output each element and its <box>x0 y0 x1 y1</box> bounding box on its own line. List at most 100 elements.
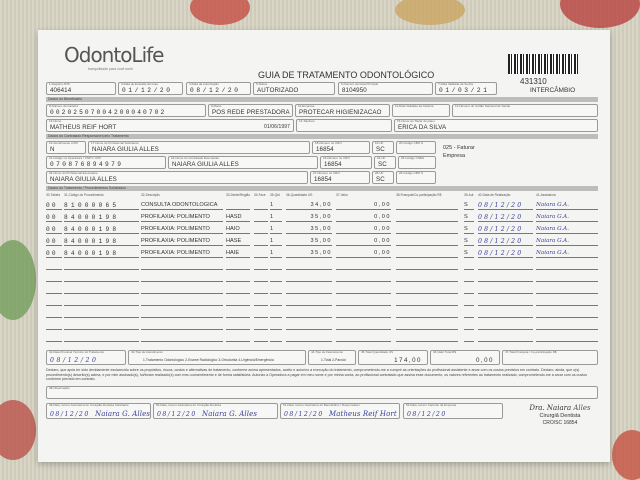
cell-data[interactable]: 08/12/20 <box>478 226 533 234</box>
cell-qtd[interactable] <box>270 322 282 330</box>
cell-assinatura[interactable]: Naiara G.A. <box>536 250 598 258</box>
cell-us[interactable]: 35,00 <box>286 238 332 246</box>
cell-dente[interactable] <box>226 262 250 270</box>
cell-us[interactable] <box>286 298 332 306</box>
cell-dente[interactable] <box>226 322 250 330</box>
cell-data[interactable] <box>478 298 533 306</box>
cell-descricao[interactable]: PROFILAXIA: POLIMENTO <box>141 238 223 246</box>
cell-aut[interactable]: S <box>464 226 474 234</box>
cnes-field[interactable]: 25-Código CNES <box>398 156 436 169</box>
cell-dente[interactable]: HAIE <box>226 250 250 258</box>
cell-data[interactable]: 08/12/20 <box>478 214 533 222</box>
total-us-field[interactable]: 45-Total Quantidade US 174,00 <box>358 350 428 365</box>
cell-franquia[interactable] <box>396 226 458 234</box>
cell-tabela[interactable]: 00 <box>46 250 62 258</box>
cell-us[interactable]: 35,00 <box>286 214 332 222</box>
cell-dente[interactable] <box>226 202 250 210</box>
valor-total-field[interactable]: 46-Valor Total R$ 0,00 <box>430 350 500 365</box>
registro-ans-field[interactable]: 1-Registro ANS 406414 <box>46 82 116 95</box>
empresa-field[interactable]: 10-Empresa PROTECAR HIGIENIZACAO <box>295 104 390 117</box>
cell-descricao[interactable] <box>141 310 223 318</box>
uf-field[interactable]: 19-UF SC <box>372 141 394 154</box>
plano-field[interactable]: 9-Plano POS REDE PRESTADORA <box>208 104 293 117</box>
validade-senha-field[interactable]: 7-Data Validade da Senha 01/03/21 <box>435 82 497 95</box>
cell-face[interactable] <box>254 334 268 342</box>
cell-assinatura[interactable]: Naiara G.A. <box>536 226 598 234</box>
cell-franquia[interactable] <box>396 286 458 294</box>
uf-profissional-field[interactable]: 28-UF SC <box>372 171 394 184</box>
cell-descricao[interactable] <box>141 298 223 306</box>
cell-valor[interactable]: 0,00 <box>336 238 391 246</box>
cell-qtd[interactable] <box>270 286 282 294</box>
cell-codigo[interactable]: 81000065 <box>64 202 139 210</box>
cell-aut[interactable] <box>464 262 474 270</box>
cell-assinatura[interactable] <box>536 298 598 306</box>
data-autorizacao-field[interactable]: 4-Data da Autorização 08/12/20 <box>186 82 251 95</box>
cell-face[interactable] <box>254 202 268 210</box>
cell-dente[interactable]: HASE <box>226 238 250 246</box>
signature-field[interactable]: 51-Data, local e Assinatura do Beneficiá… <box>280 403 400 419</box>
uf-executante-field[interactable]: 24-UF SC <box>374 156 396 169</box>
cell-codigo[interactable] <box>64 262 139 270</box>
signature-field[interactable]: 52-Data, local e Carimbo da Empresa 08/12… <box>403 403 503 419</box>
contratado-executante-field[interactable]: 22-Nome do Contratado Executante NAIARA G… <box>168 156 318 169</box>
cell-us[interactable]: 35,00 <box>286 226 332 234</box>
cell-tabela[interactable] <box>46 262 62 270</box>
signature-field[interactable]: 49-Data, local e Assinatura do Cirurgião… <box>46 403 151 419</box>
cell-face[interactable] <box>254 214 268 222</box>
tipo-atendimento-field[interactable]: 43-Tipo de Atendimento 1-Tratamento Odont… <box>128 350 306 365</box>
signature-field[interactable]: 50-Data, local e Assinatura do Cirurgião… <box>153 403 278 419</box>
cell-valor[interactable] <box>336 262 391 270</box>
cell-us[interactable] <box>286 310 332 318</box>
cell-us[interactable]: 35,00 <box>286 250 332 258</box>
cell-franquia[interactable] <box>396 310 458 318</box>
cell-valor[interactable] <box>336 274 391 282</box>
cell-tabela[interactable] <box>46 322 62 330</box>
cell-codigo[interactable]: 84000198 <box>64 250 139 258</box>
cell-tabela[interactable] <box>46 286 62 294</box>
cell-tabela[interactable] <box>46 310 62 318</box>
telefone-field[interactable]: 14-Telefone <box>296 119 392 132</box>
cell-dente[interactable] <box>226 298 250 306</box>
cell-tabela[interactable] <box>46 334 62 342</box>
cro-profissional-field[interactable]: 27-Número no CRO 16854 <box>310 171 370 184</box>
cro-field[interactable]: 18-Número no CRO 16854 <box>312 141 370 154</box>
cell-franquia[interactable] <box>396 202 458 210</box>
cell-us[interactable] <box>286 274 332 282</box>
cell-data[interactable]: 08/12/20 <box>478 250 533 258</box>
titular-field[interactable]: 15-Nome do Titular do plano ERICA DA SILV… <box>394 119 598 132</box>
cell-franquia[interactable] <box>396 298 458 306</box>
cell-face[interactable] <box>254 298 268 306</box>
cell-tabela[interactable] <box>46 274 62 282</box>
cell-assinatura[interactable]: Naiara G.A. <box>536 238 598 246</box>
cell-valor[interactable] <box>336 286 391 294</box>
cell-assinatura[interactable] <box>536 262 598 270</box>
cell-codigo[interactable]: 84000198 <box>64 238 139 246</box>
cro-executante-field[interactable]: 23-Número no CRO 16854 <box>320 156 372 169</box>
cell-aut[interactable] <box>464 274 474 282</box>
cell-us[interactable] <box>286 322 332 330</box>
cell-valor[interactable] <box>336 322 391 330</box>
cell-dente[interactable] <box>226 334 250 342</box>
cell-franquia[interactable] <box>396 250 458 258</box>
cell-descricao[interactable]: PROFILAXIA: POLIMENTO <box>141 250 223 258</box>
cell-dente[interactable]: HASD <box>226 214 250 222</box>
cell-dente[interactable] <box>226 286 250 294</box>
cell-data[interactable] <box>478 334 533 342</box>
cbo-field[interactable]: 20-Código CBO S <box>396 141 436 154</box>
cell-dente[interactable] <box>226 310 250 318</box>
cell-qtd[interactable] <box>270 310 282 318</box>
cell-data[interactable] <box>478 310 533 318</box>
cbo-profissional-field[interactable]: 29-Código CBO S <box>396 171 436 184</box>
cell-qtd[interactable]: 1 <box>270 214 282 222</box>
cell-qtd[interactable]: 1 <box>270 250 282 258</box>
cell-face[interactable] <box>254 310 268 318</box>
cell-descricao[interactable] <box>141 322 223 330</box>
cell-face[interactable] <box>254 262 268 270</box>
cell-franquia[interactable] <box>396 238 458 246</box>
cell-data[interactable]: 08/12/20 <box>478 238 533 246</box>
cell-face[interactable] <box>254 322 268 330</box>
cell-face[interactable] <box>254 226 268 234</box>
cell-data[interactable] <box>478 286 533 294</box>
cell-us[interactable] <box>286 286 332 294</box>
